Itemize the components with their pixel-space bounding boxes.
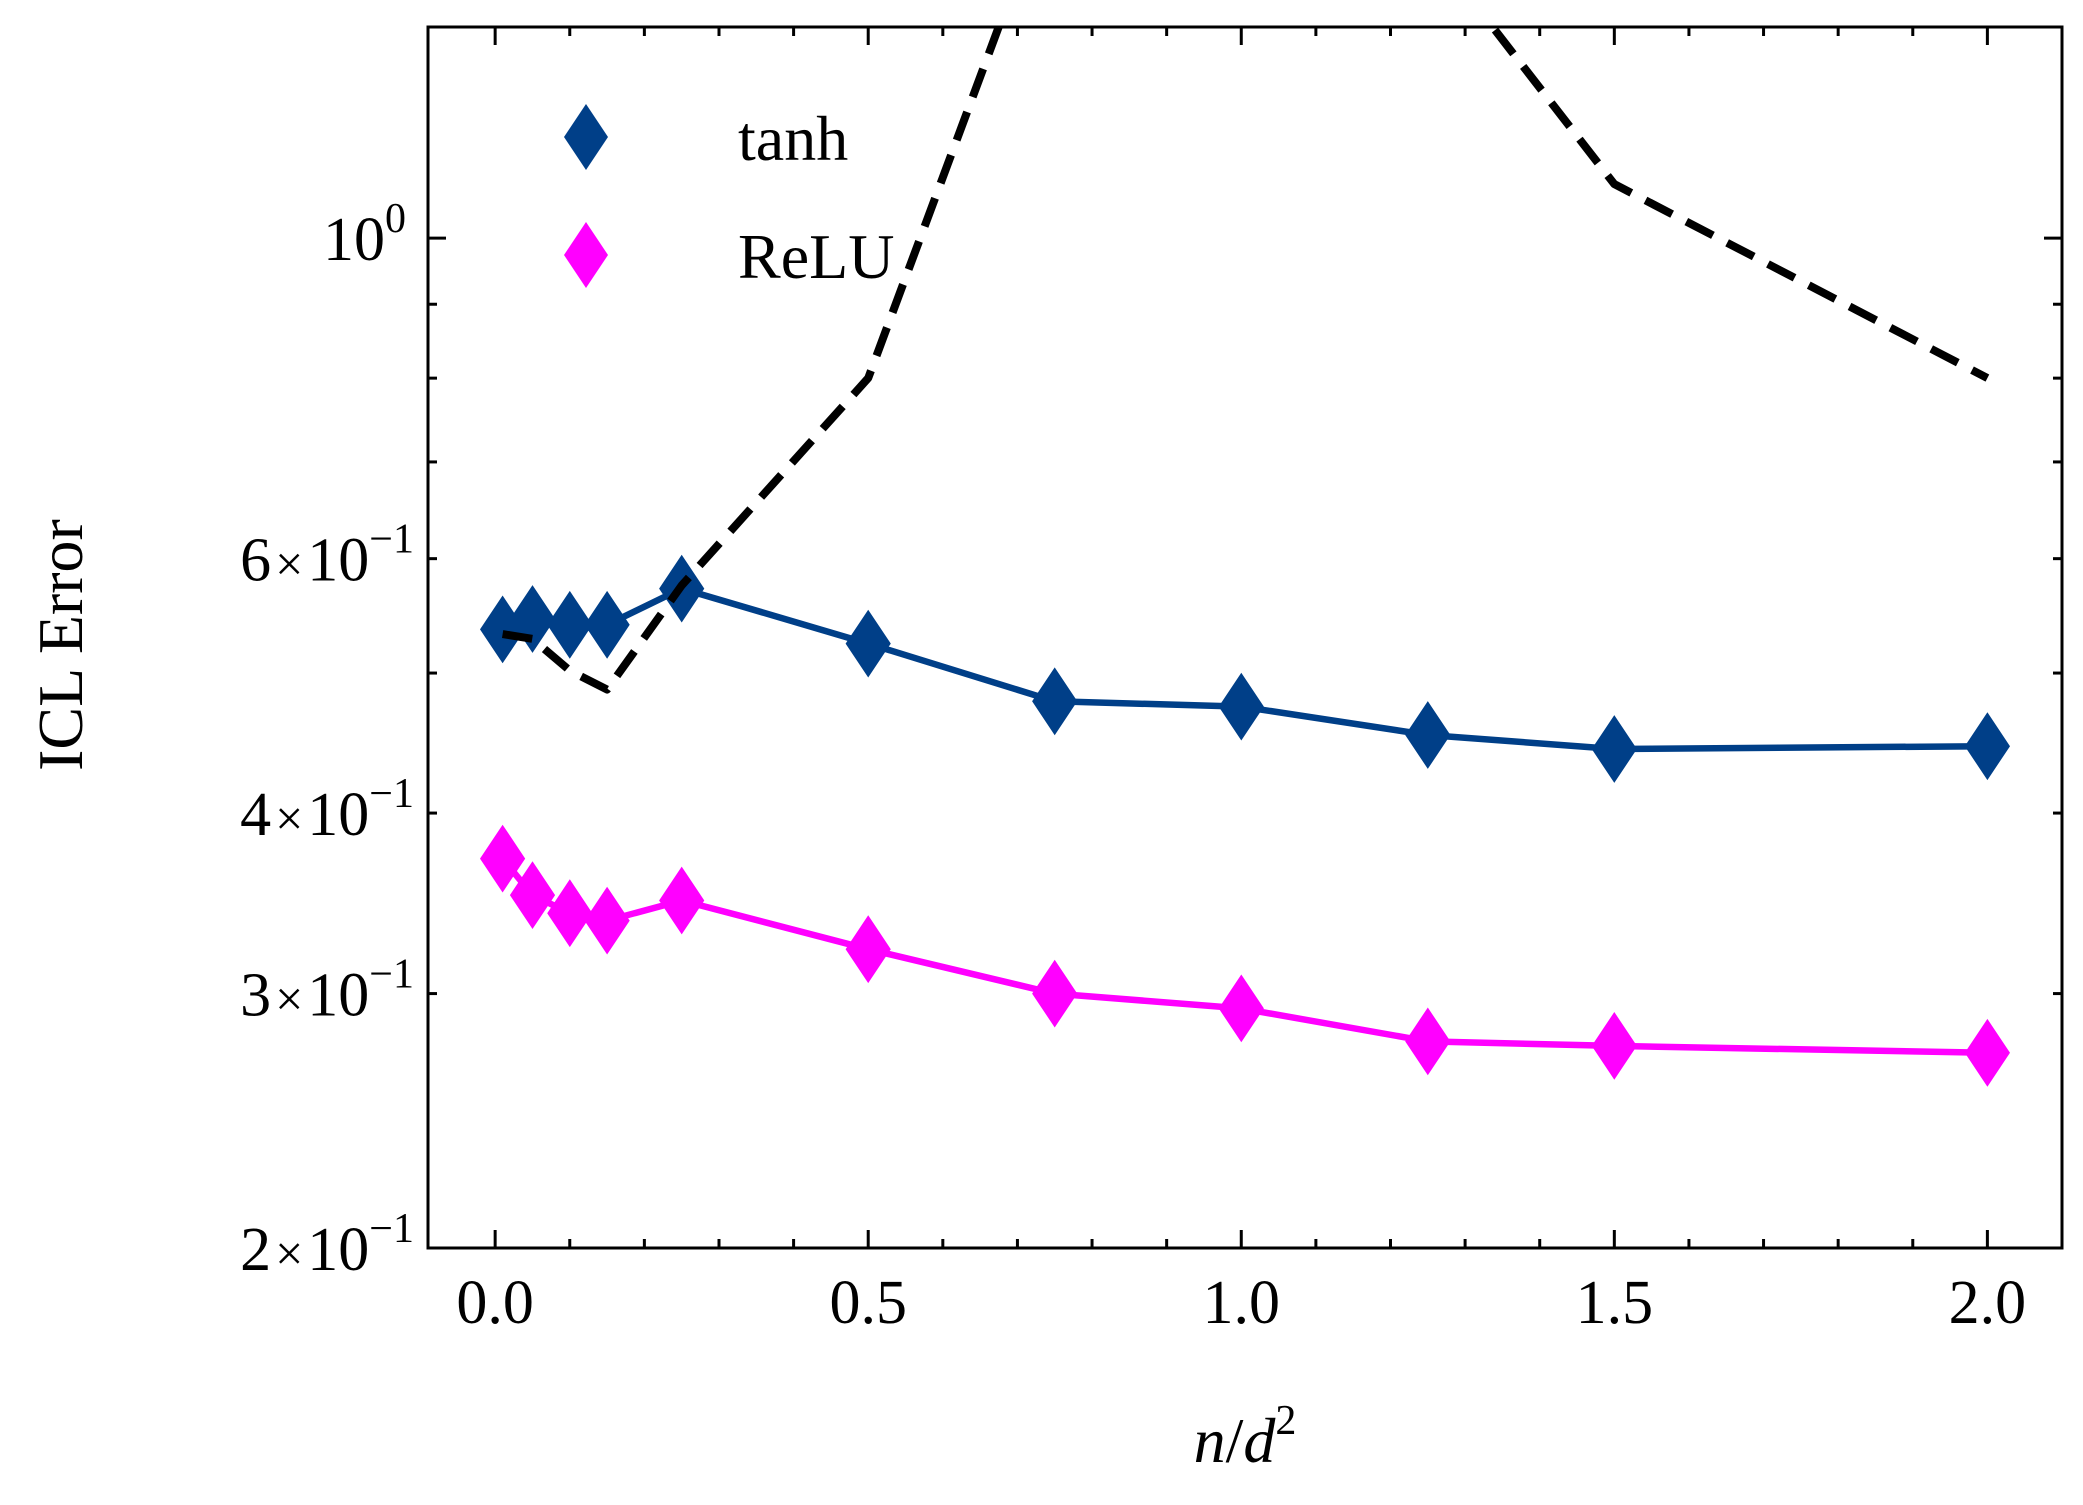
data-point-relu <box>1591 1011 1637 1080</box>
y-tick-mantissa: 2 <box>240 1216 271 1284</box>
y-tick-mantissa: 4 <box>240 781 271 849</box>
y-tick-label: 4×10−1 <box>240 771 414 849</box>
y-tick-mantissa: 6 <box>240 527 271 595</box>
plot-area <box>479 27 2011 1087</box>
data-point-tanh <box>1032 667 1078 736</box>
y-axis-label: ICL Error <box>25 519 96 771</box>
data-point-relu <box>1032 959 1078 1028</box>
data-point-tanh <box>845 609 891 678</box>
x-label-n: n <box>1194 1405 1226 1476</box>
x-label-d: d <box>1243 1405 1276 1476</box>
data-point-tanh <box>1405 701 1451 769</box>
data-point-tanh <box>584 590 630 659</box>
y-tick-exponent: −1 <box>369 1206 414 1252</box>
series-line-reference <box>501 27 1990 694</box>
x-tick-labels: 0.0 0.5 1.0 1.5 2.0 <box>456 1269 2026 1337</box>
x-tick-label: 1.0 <box>1203 1269 1281 1337</box>
legend-label-tanh: tanh <box>738 103 848 174</box>
data-point-relu <box>509 861 556 930</box>
y-tick-label: 6×10−1 <box>240 517 414 595</box>
y-tick-base: 10 <box>307 962 369 1030</box>
data-point-tanh <box>1964 712 2011 781</box>
legend-marker-tanh <box>564 104 608 170</box>
y-tick-base: 10 <box>323 206 385 274</box>
x-tick-label: 1.5 <box>1576 1269 1654 1337</box>
data-point-tanh <box>1218 672 1264 741</box>
data-point-relu <box>659 866 705 935</box>
data-point-relu <box>1405 1007 1451 1076</box>
x-label-exponent: 2 <box>1275 1398 1296 1444</box>
y-tick-label: 100 <box>323 196 406 274</box>
data-point-relu <box>1964 1018 2011 1087</box>
x-tick-label: 0.0 <box>456 1269 534 1337</box>
x-tick-label: 2.0 <box>1949 1269 2027 1337</box>
data-point-tanh <box>547 590 593 659</box>
legend: tanh ReLU <box>564 103 894 292</box>
y-tick-times: × <box>275 971 303 1027</box>
data-point-relu <box>584 886 630 955</box>
x-tick-label: 0.5 <box>829 1269 907 1337</box>
legend-marker-relu <box>564 222 608 288</box>
y-tick-times: × <box>275 1225 303 1281</box>
y-tick-base: 10 <box>307 527 369 595</box>
y-tick-base: 10 <box>307 1216 369 1284</box>
y-tick-mantissa: 3 <box>240 962 271 1030</box>
y-tick-exponent: 0 <box>385 196 406 242</box>
x-label-slash: / <box>1226 1405 1244 1476</box>
data-point-relu <box>845 915 891 984</box>
data-point-tanh <box>1591 715 1637 783</box>
y-tick-exponent: −1 <box>369 771 414 817</box>
y-tick-exponent: −1 <box>369 952 414 998</box>
y-tick-label: 3×10−1 <box>240 952 414 1030</box>
y-tick-times: × <box>275 536 303 592</box>
data-point-relu <box>479 824 526 893</box>
data-point-relu <box>547 879 593 948</box>
legend-label-relu: ReLU <box>738 221 894 292</box>
plot-frame <box>426 25 2064 1250</box>
y-tick-base: 10 <box>307 781 369 849</box>
data-point-relu <box>1218 974 1264 1043</box>
x-axis-label: n/d2 <box>1194 1398 1297 1476</box>
y-tick-label: 2×10−1 <box>240 1206 414 1284</box>
y-tick-times: × <box>275 790 303 846</box>
y-tick-exponent: −1 <box>369 517 414 563</box>
